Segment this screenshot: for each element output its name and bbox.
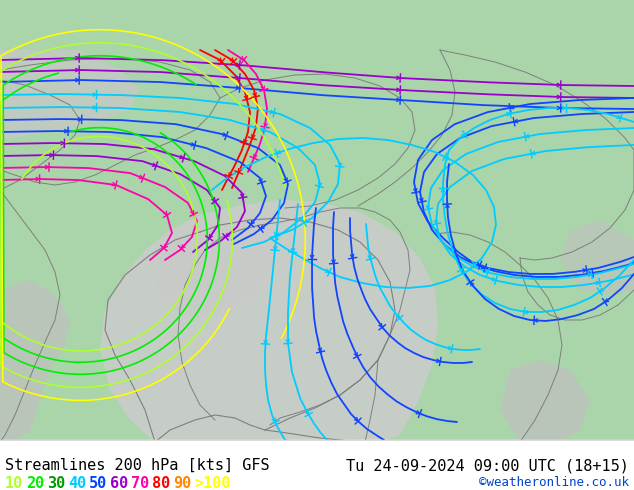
Text: 70: 70 xyxy=(131,476,149,490)
Text: 60: 60 xyxy=(110,476,128,490)
Text: 40: 40 xyxy=(68,476,86,490)
Polygon shape xyxy=(560,220,634,295)
Text: Tu 24-09-2024 09:00 UTC (18+15): Tu 24-09-2024 09:00 UTC (18+15) xyxy=(346,458,629,473)
Text: 80: 80 xyxy=(152,476,171,490)
Text: 30: 30 xyxy=(47,476,65,490)
Text: 90: 90 xyxy=(173,476,191,490)
Bar xyxy=(0,0,634,440)
Polygon shape xyxy=(0,280,70,442)
Text: Streamlines 200 hPa [kts] GFS: Streamlines 200 hPa [kts] GFS xyxy=(5,458,269,473)
Text: >100: >100 xyxy=(194,476,231,490)
Text: 20: 20 xyxy=(26,476,44,490)
Polygon shape xyxy=(500,360,590,442)
Polygon shape xyxy=(155,212,275,318)
Polygon shape xyxy=(0,50,140,140)
Text: 50: 50 xyxy=(89,476,107,490)
Text: ©weatheronline.co.uk: ©weatheronline.co.uk xyxy=(479,476,629,489)
Bar xyxy=(0,440,634,490)
Polygon shape xyxy=(100,200,438,442)
Text: 10: 10 xyxy=(5,476,23,490)
